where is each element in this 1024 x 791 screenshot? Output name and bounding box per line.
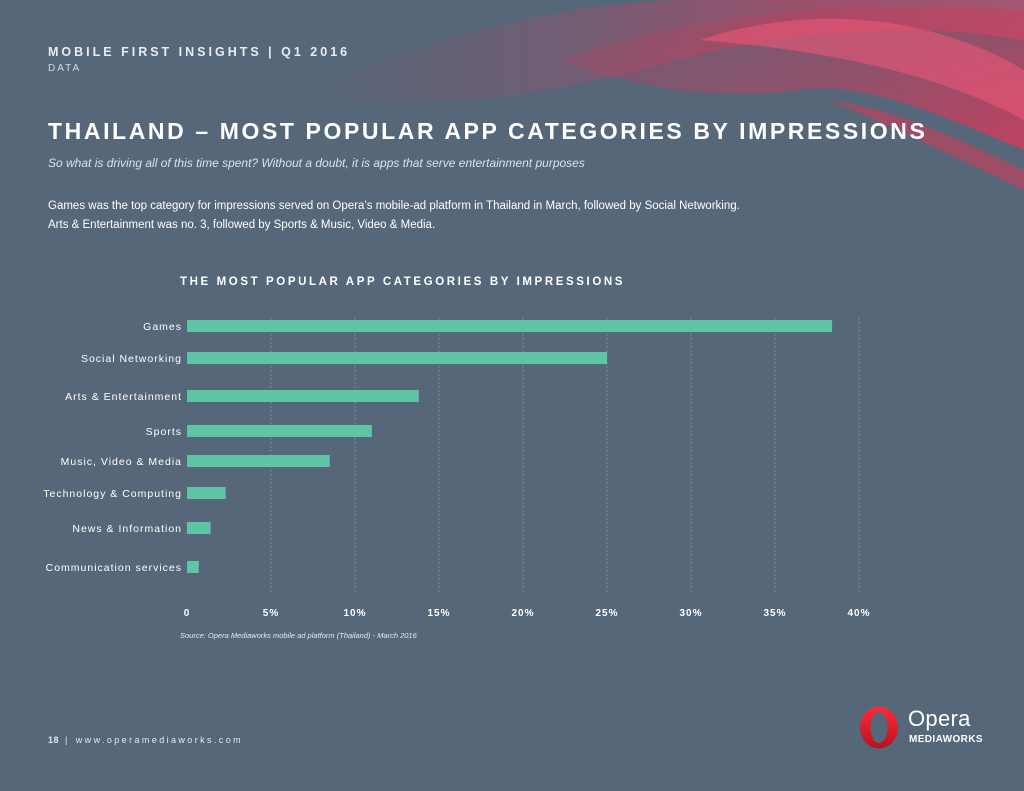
x-tick-label: 5% [263,608,279,619]
body-paragraph: Games was the top category for impressio… [48,200,740,231]
page-subtitle: So what is driving all of this time spen… [48,156,585,170]
source-note: Source: Opera Mediaworks mobile ad platf… [180,631,417,640]
category-label: Games [143,321,182,333]
x-tick-label: 10% [343,608,366,619]
bar [187,561,199,573]
logo-subtext: MEDIAWORKS [909,734,983,745]
footer-url[interactable]: www.operamediaworks.com [75,735,244,745]
bar [187,425,372,437]
logo-wordmark: Opera [908,706,971,731]
page-title: THAILAND – MOST POPULAR APP CATEGORIES B… [48,118,928,144]
opera-o-icon [860,706,898,749]
x-tick-label: 35% [763,608,786,619]
bar [187,487,226,499]
bar [187,320,833,332]
x-tick-label: 15% [427,608,450,619]
section-label: DATA [48,63,82,74]
chart-title: THE MOST POPULAR APP CATEGORIES BY IMPRE… [180,276,626,288]
category-label: Social Networking [81,353,182,365]
x-tick-label: 25% [595,608,618,619]
x-tick-label: 40% [847,608,870,619]
page-number: 18 [48,735,60,745]
category-label: Sports [146,426,182,438]
category-label: Communication services [46,562,182,574]
category-label: Music, Video & Media [61,456,182,468]
bar [187,352,607,364]
category-label: News & Information [72,523,182,535]
category-label: Arts & Entertainment [65,391,182,403]
footer-separator: | [65,735,70,745]
x-tick-label: 0 [184,608,191,619]
x-tick-label: 20% [511,608,534,619]
report-title: MOBILE FIRST INSIGHTS | Q1 2016 [48,45,351,59]
bar [187,522,211,534]
footer: 18 | www.operamediaworks.com [48,735,243,745]
bar [187,455,330,467]
bar [187,390,419,402]
category-label: Technology & Computing [43,488,182,500]
x-tick-label: 30% [679,608,702,619]
